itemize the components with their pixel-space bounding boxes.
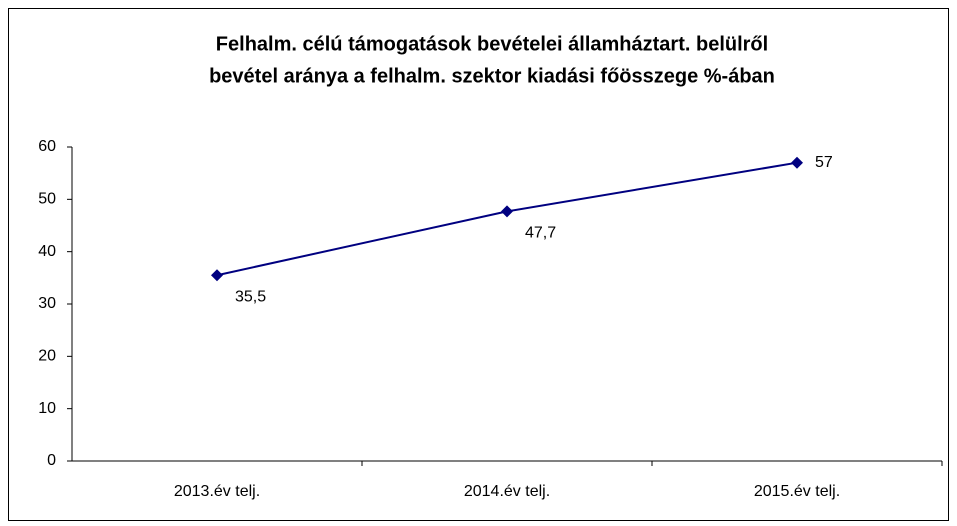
y-tick-label: 50 [38, 191, 56, 208]
y-tick-label: 10 [38, 400, 56, 417]
x-tick-label: 2014.év telj. [464, 483, 550, 500]
y-tick-label: 40 [38, 243, 56, 260]
data-label: 35,5 [235, 288, 266, 305]
y-tick-label: 0 [47, 452, 56, 469]
chart-title: Felhalm. célú támogatások bevételei álla… [216, 33, 768, 55]
x-tick-label: 2013.év telj. [174, 483, 260, 500]
x-tick-label: 2015.év telj. [754, 483, 840, 500]
data-marker [211, 269, 223, 282]
chart-border [8, 8, 949, 521]
data-marker [501, 205, 513, 218]
y-tick-label: 20 [38, 348, 56, 365]
data-label: 47,7 [525, 225, 556, 242]
y-tick-label: 30 [38, 295, 56, 312]
data-label: 57 [815, 154, 833, 171]
chart-title: bevétel aránya a felhalm. szektor kiadás… [209, 65, 775, 87]
y-tick-label: 60 [38, 138, 56, 155]
data-marker [791, 156, 803, 169]
